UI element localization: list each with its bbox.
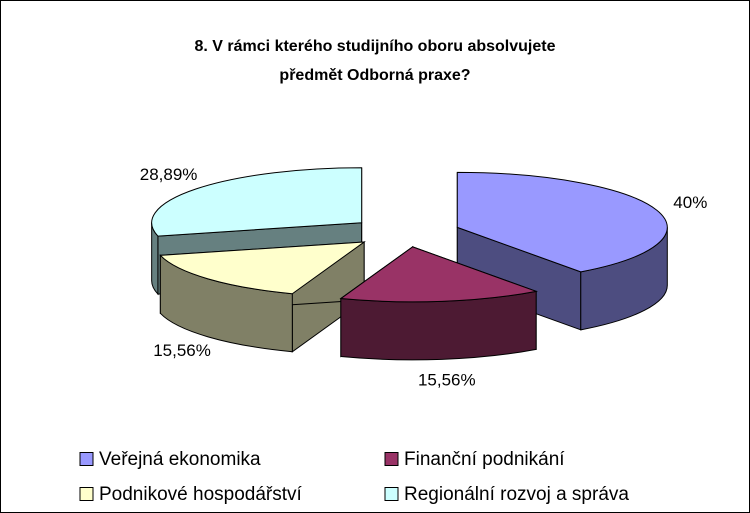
value-label: 28,89% — [140, 165, 198, 184]
chart-title: 8. V rámci kterého studijního oboru abso… — [195, 38, 556, 55]
value-label: 15,56% — [418, 371, 476, 390]
legend-swatch — [79, 487, 94, 501]
legend-label: Regionální rozvoj a správa — [404, 484, 629, 505]
legend-swatch — [384, 487, 399, 501]
slice — [339, 246, 539, 303]
value-label: 40% — [673, 193, 707, 212]
legend-label: Veřejná ekonomika — [99, 449, 261, 470]
slice — [456, 171, 668, 273]
value-label: 15,56% — [153, 341, 211, 360]
slice — [159, 241, 366, 353]
slice — [159, 241, 366, 295]
chart-title: předmět Odborná praxe? — [279, 67, 470, 84]
legend-label: Podnikové hospodářství — [99, 484, 303, 505]
slice — [151, 167, 363, 237]
legend-swatch — [384, 452, 399, 466]
legend-label: Finanční podnikání — [404, 449, 565, 470]
slice — [339, 245, 539, 361]
legend-swatch — [79, 452, 94, 466]
